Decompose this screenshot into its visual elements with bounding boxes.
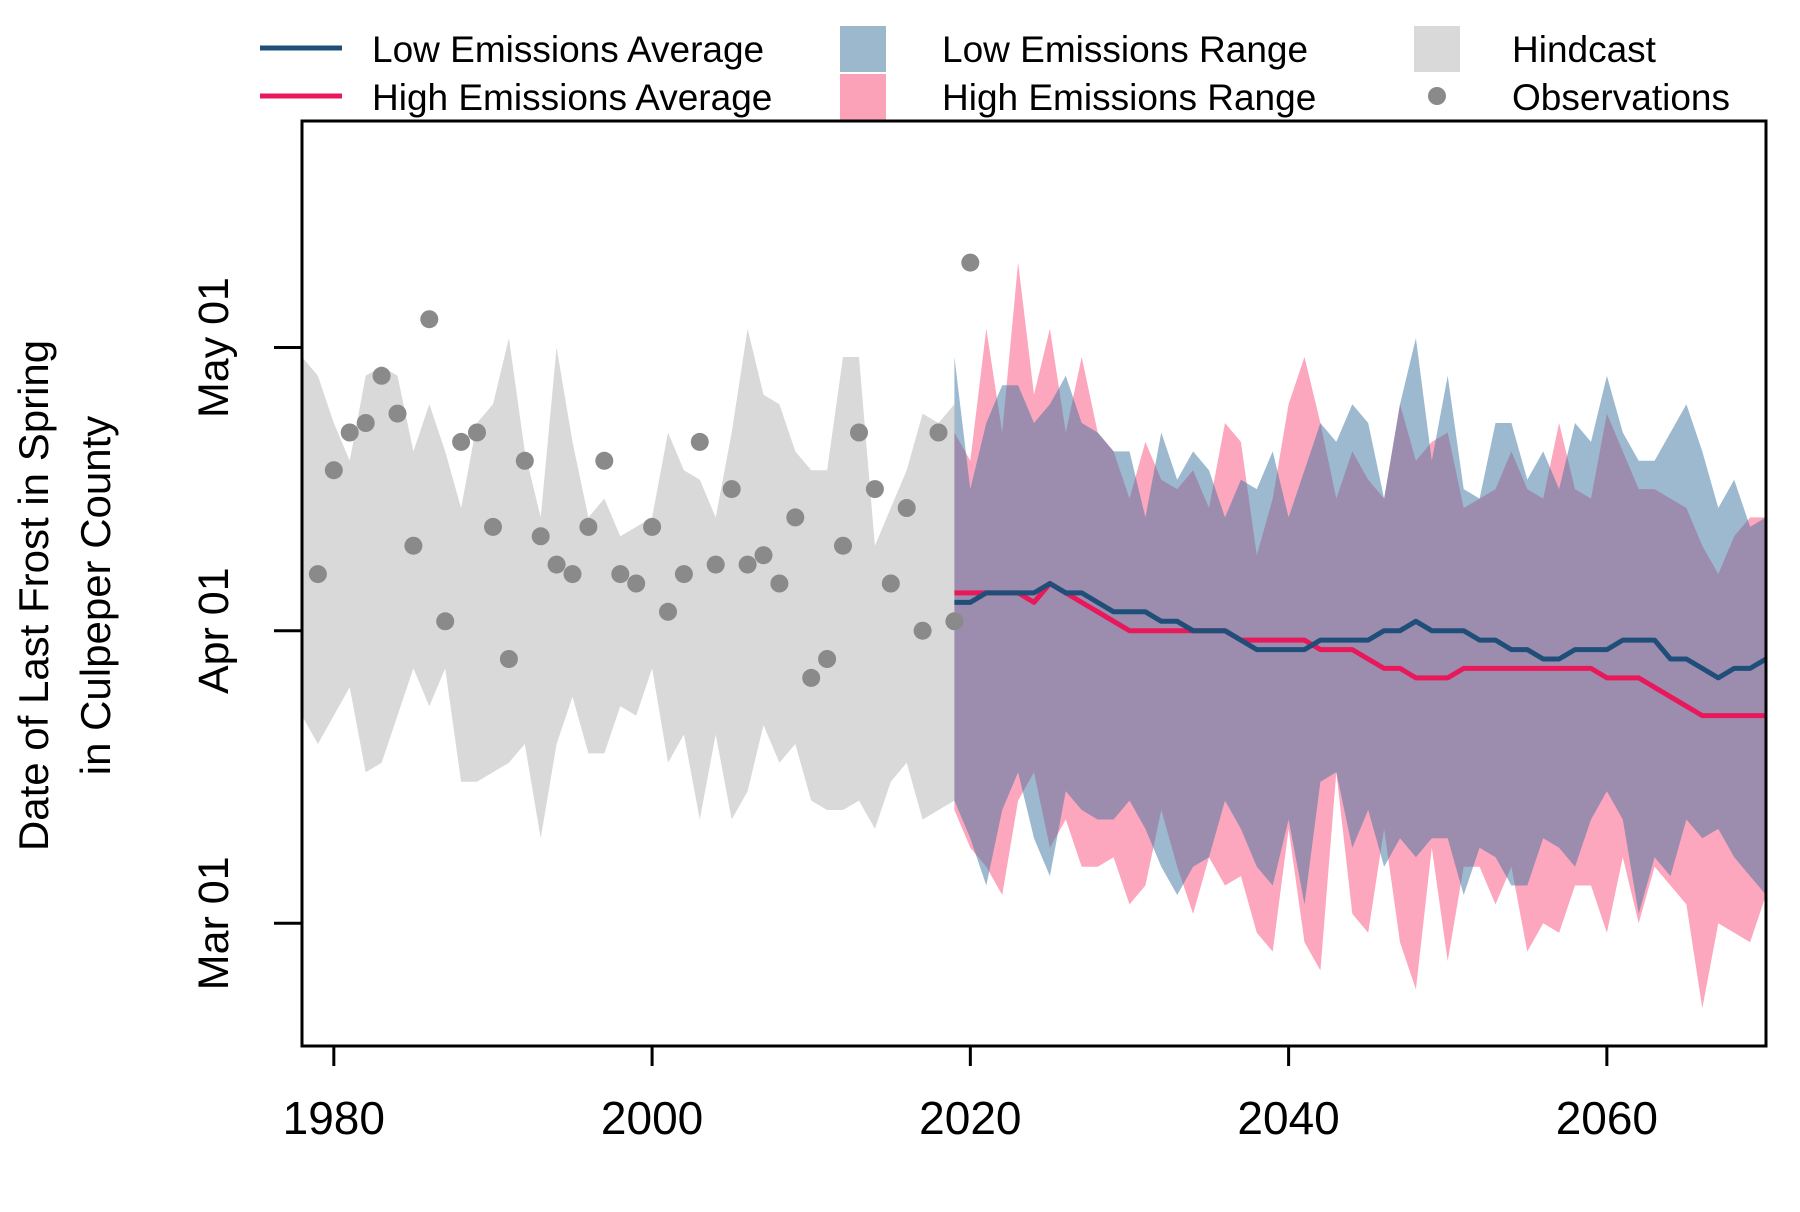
observation-point bbox=[452, 432, 471, 451]
y-tick-label: Apr 01 bbox=[190, 567, 238, 694]
observation-point bbox=[850, 423, 868, 442]
legend-swatch-dot bbox=[1428, 87, 1446, 105]
observation-point bbox=[595, 451, 614, 470]
observations-series bbox=[308, 253, 980, 687]
legend-item: Low Emissions Range bbox=[840, 26, 1308, 72]
legend-swatch-box bbox=[840, 26, 886, 72]
observation-point bbox=[563, 565, 582, 584]
legend-label: Hindcast bbox=[1512, 29, 1657, 70]
x-axis: 1980 2000 2020 2040 2060 bbox=[283, 1044, 1658, 1144]
legend-item: Low Emissions Average bbox=[260, 29, 764, 70]
y-axis-label-line-2: in Culpeper County bbox=[72, 416, 119, 776]
observation-point bbox=[356, 414, 375, 432]
y-axis-label-line-1: Date of Last Frost in Spring bbox=[10, 340, 57, 851]
x-tick-label: 2000 bbox=[601, 1092, 703, 1144]
y-tick-label: May 01 bbox=[190, 277, 238, 418]
plot-area bbox=[302, 253, 1766, 1009]
observation-point bbox=[340, 423, 359, 442]
observation-point bbox=[945, 612, 964, 631]
observation-point bbox=[690, 432, 709, 451]
x-tick-label: 2040 bbox=[1237, 1092, 1339, 1144]
plot-content bbox=[302, 262, 1766, 1009]
observation-point bbox=[611, 565, 630, 584]
observation-point bbox=[499, 650, 518, 668]
observation-point bbox=[881, 574, 900, 593]
y-axis: Mar 01 Apr 01 May 01 bbox=[190, 277, 304, 990]
observation-point bbox=[818, 650, 837, 668]
observation-point bbox=[643, 517, 662, 536]
observation-point bbox=[913, 621, 932, 640]
observation-point bbox=[468, 423, 486, 442]
observation-point bbox=[929, 423, 948, 442]
x-tick-label: 1980 bbox=[283, 1092, 385, 1144]
observation-point bbox=[674, 565, 693, 584]
observation-point bbox=[754, 546, 773, 565]
x-tick-label: 2060 bbox=[1556, 1092, 1658, 1144]
legend-label: High Emissions Range bbox=[942, 77, 1316, 118]
legend: Low Emissions Average High Emissions Aver… bbox=[260, 26, 1730, 120]
observation-point bbox=[738, 555, 757, 574]
observation-point bbox=[531, 527, 550, 546]
legend-item: Observations bbox=[1428, 77, 1730, 118]
observation-point bbox=[420, 310, 439, 329]
legend-item: High Emissions Range bbox=[840, 74, 1316, 120]
observation-point bbox=[372, 366, 391, 385]
observation-point bbox=[515, 451, 534, 470]
observation-point bbox=[802, 668, 821, 687]
observation-point bbox=[547, 555, 566, 574]
observation-point bbox=[627, 574, 646, 593]
legend-label: Low Emissions Average bbox=[372, 29, 764, 70]
legend-label: Low Emissions Range bbox=[942, 29, 1308, 70]
observation-point bbox=[865, 480, 884, 499]
high-emissions-average-line bbox=[954, 581, 1766, 719]
observation-point bbox=[706, 555, 725, 574]
observation-point bbox=[404, 536, 423, 555]
legend-item: Hindcast bbox=[1414, 26, 1657, 72]
observation-point bbox=[770, 574, 789, 593]
observation-point bbox=[897, 499, 916, 517]
x-tick-label: 2020 bbox=[919, 1092, 1021, 1144]
observation-point bbox=[436, 612, 455, 631]
observation-point bbox=[786, 508, 805, 527]
low-emissions-range-band bbox=[954, 338, 1766, 914]
low-emissions-average-line bbox=[954, 581, 1766, 681]
observation-point bbox=[484, 517, 502, 536]
observation-point bbox=[722, 480, 741, 499]
observation-point bbox=[961, 253, 980, 272]
legend-label: Observations bbox=[1512, 77, 1730, 118]
observation-point bbox=[388, 404, 407, 423]
observation-point bbox=[308, 565, 327, 584]
legend-swatch-box bbox=[1414, 26, 1460, 72]
observation-point bbox=[659, 602, 677, 621]
observation-point bbox=[834, 536, 852, 555]
y-tick-label: Mar 01 bbox=[190, 856, 238, 990]
legend-item: High Emissions Average bbox=[260, 77, 772, 118]
observation-point bbox=[324, 461, 343, 480]
legend-swatch-box bbox=[840, 74, 886, 120]
legend-label: High Emissions Average bbox=[372, 77, 772, 118]
observation-point bbox=[579, 517, 598, 536]
